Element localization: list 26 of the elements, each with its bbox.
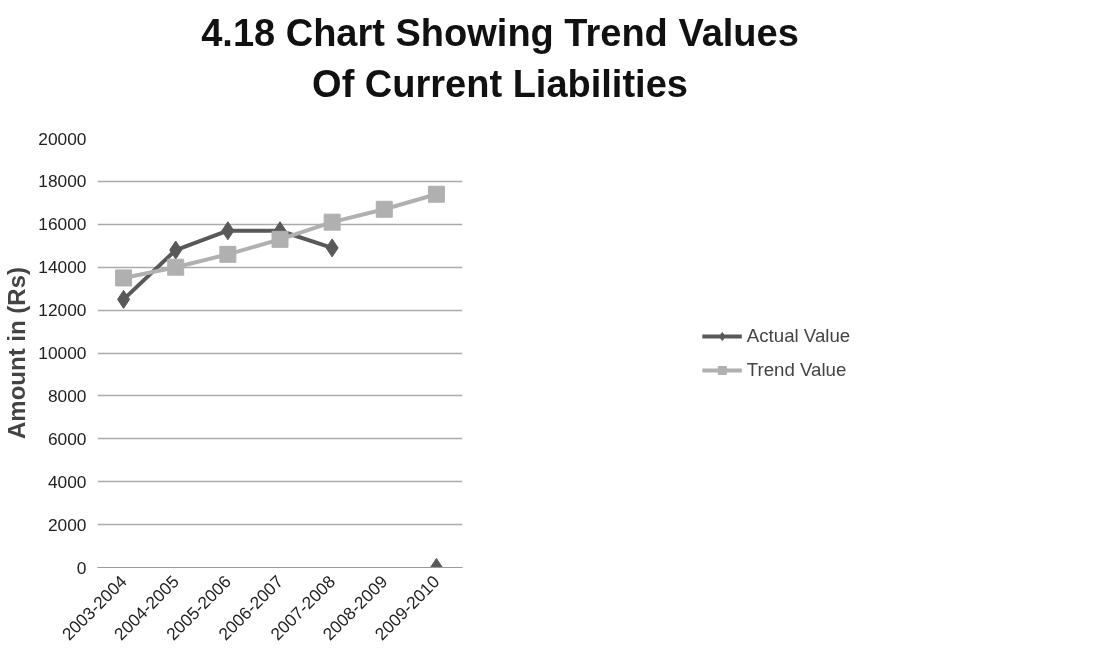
- point: [375, 200, 393, 218]
- legend-label: Actual Value: [746, 324, 851, 347]
- y-tick-label: 4000: [47, 471, 87, 492]
- y-tick-label: 8000: [47, 385, 87, 406]
- point: [271, 230, 289, 248]
- y-tick-label: 20000: [38, 128, 87, 149]
- y-tick-label: 18000: [38, 171, 87, 192]
- y-tick-label: 10000: [38, 343, 87, 363]
- y-tick-label: 6000: [47, 428, 87, 449]
- y-tick-label: 2000: [47, 514, 87, 535]
- point: [221, 221, 235, 241]
- y-tick-label: 0: [76, 557, 87, 578]
- point: [115, 269, 133, 287]
- point: [325, 238, 339, 258]
- point: [427, 185, 445, 203]
- chart-title: 4.18 Chart Showing Trend Values Of Current Liabilities: [201, 11, 799, 108]
- point: [219, 245, 237, 263]
- y-tick-label: 16000: [38, 214, 87, 235]
- point: [117, 289, 131, 309]
- point: [323, 213, 341, 231]
- y-tick-label: 14000: [38, 257, 87, 278]
- y-tick-label: 12000: [38, 300, 87, 321]
- point: [167, 258, 185, 276]
- point: [169, 240, 183, 260]
- y-axis-title: Amount in (Rs): [3, 267, 31, 439]
- legend-label: Trend Value: [746, 358, 847, 381]
